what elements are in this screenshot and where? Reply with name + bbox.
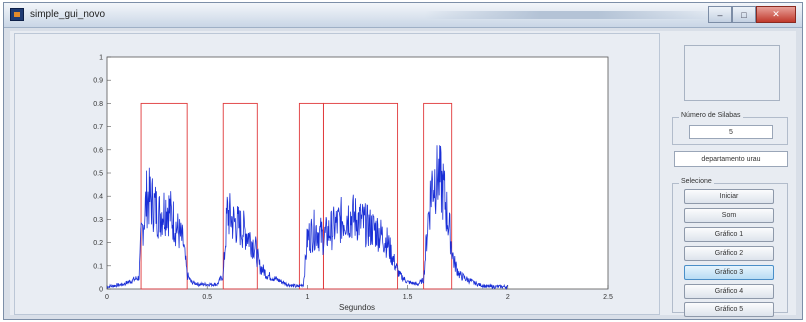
- y-tick-label: 0.1: [93, 263, 103, 270]
- signal-plot: 0 0.1 0.2 0.3 0.4 0.5 0.6 0.7 0.8 0.9 1 0 0.5 1 1.5 2 2…: [93, 55, 613, 313]
- axes-panel: 0 0.1 0.2 0.3 0.4 0.5 0.6 0.7 0.8 0.9 1 0 0.5 1 1.5 2 2…: [14, 33, 660, 315]
- matlab-icon: [10, 8, 24, 21]
- y-tick-label: 0.5: [93, 171, 103, 178]
- x-tick-label: 0: [105, 294, 109, 301]
- y-tick-label: 0.7: [93, 124, 103, 131]
- segment-box-4: [322, 102, 399, 290]
- x-axis-label: Segundos: [339, 303, 375, 312]
- x-tick-label: 2: [506, 294, 510, 301]
- red-segment-boxes: [140, 102, 453, 290]
- y-tick-label: 0.4: [93, 194, 103, 201]
- segment-box-1: [140, 102, 188, 290]
- y-tick-label: 0.2: [93, 240, 103, 247]
- grafico-1-button[interactable]: Gráfico 1: [684, 227, 774, 242]
- y-tick-label: 0: [99, 287, 103, 294]
- grafico-3-button[interactable]: Gráfico 3: [684, 265, 774, 280]
- x-tick-label: 0.5: [202, 294, 212, 301]
- title-bar[interactable]: simple_gui_novo – □ ✕: [4, 3, 802, 28]
- x-tick-label: 1.5: [403, 294, 413, 301]
- side-panel: Número de Silabas 5 departamento urau Se…: [664, 31, 796, 317]
- figure-client-area: 0 0.1 0.2 0.3 0.4 0.5 0.6 0.7 0.8 0.9 1 0 0.5 1 1.5 2 2…: [10, 31, 796, 317]
- x-tick-label: 1: [305, 294, 309, 301]
- x-axis-ticks: 0 0.5 1 1.5 2 2.5: [105, 285, 613, 301]
- iniciar-button[interactable]: Iniciar: [684, 189, 774, 204]
- y-axis-ticks: 0 0.1 0.2 0.3 0.4 0.5 0.6 0.7 0.8 0.9 1: [93, 55, 111, 294]
- maximize-button[interactable]: □: [732, 6, 756, 23]
- minimize-button[interactable]: –: [708, 6, 732, 23]
- blue-signal-line: [106, 145, 509, 291]
- segment-box-2: [222, 102, 258, 290]
- close-button[interactable]: ✕: [756, 6, 796, 23]
- segment-box-5: [423, 102, 453, 290]
- preview-axes: [684, 45, 780, 101]
- grafico-5-button[interactable]: Gráfico 5: [684, 302, 774, 317]
- y-tick-label: 0.6: [93, 147, 103, 154]
- y-tick-label: 0.9: [93, 78, 103, 85]
- info-text-field[interactable]: departamento urau: [674, 151, 788, 167]
- som-button[interactable]: Som: [684, 208, 774, 223]
- y-tick-label: 0.8: [93, 101, 103, 108]
- x-tick-label: 2.5: [603, 294, 613, 301]
- window-title: simple_gui_novo: [30, 9, 106, 20]
- select-group-title: Selecione: [679, 178, 714, 185]
- grafico-2-button[interactable]: Gráfico 2: [684, 246, 774, 261]
- grafico-4-button[interactable]: Gráfico 4: [684, 284, 774, 299]
- syllables-group: Número de Silabas 5: [672, 112, 788, 145]
- y-tick-label: 1: [99, 55, 103, 62]
- syllables-group-title: Número de Silabas: [679, 112, 743, 119]
- axes-box: [106, 56, 609, 290]
- window-controls: – □ ✕: [708, 6, 796, 23]
- app-window: simple_gui_novo – □ ✕ 0 0.1 0.2 0.3 0.4 0.5 0.…: [3, 2, 803, 320]
- syllables-count-field[interactable]: 5: [689, 125, 773, 139]
- title-bar-blur: [424, 11, 714, 19]
- y-tick-label: 0.3: [93, 217, 103, 224]
